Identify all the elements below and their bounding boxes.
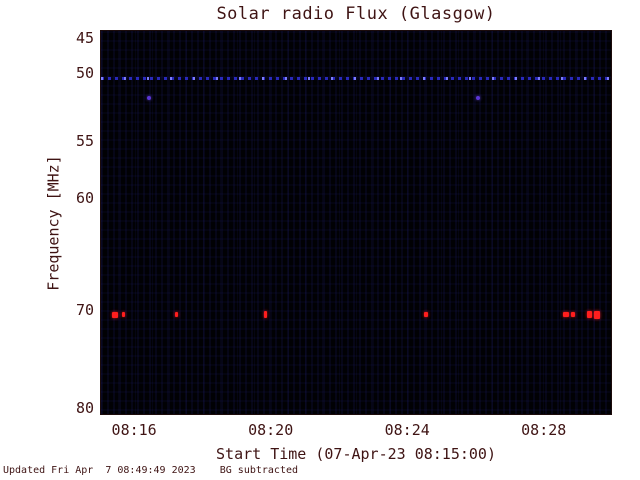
x-tick-label: 08:24 <box>384 421 430 439</box>
y-tick-label: 50 <box>75 64 94 82</box>
x-tick-label: 08:16 <box>111 421 157 439</box>
radio-burst <box>594 310 601 319</box>
x-tick-label: 08:28 <box>521 421 567 439</box>
interference-line <box>101 77 611 81</box>
y-axis-label: Frequency [MHz] <box>45 154 63 291</box>
point-source <box>476 96 481 101</box>
radio-burst <box>423 312 428 318</box>
y-tick-label: 80 <box>75 399 94 417</box>
radio-burst <box>112 311 119 318</box>
point-source <box>146 96 151 101</box>
update-status: Updated Fri Apr 7 08:49:49 2023 BG subtr… <box>3 465 299 476</box>
x-tick-label: 08:20 <box>248 421 294 439</box>
y-tick-label: 70 <box>75 301 94 319</box>
radio-burst <box>264 311 268 319</box>
x-axis-label: Start Time (07-Apr-23 08:15:00) <box>216 445 496 463</box>
y-tick-label: 55 <box>75 132 94 150</box>
y-tick-label: 45 <box>75 29 94 47</box>
y-tick-label: 60 <box>75 189 94 207</box>
chart-title: Solar radio Flux (Glasgow) <box>216 4 496 24</box>
radio-burst <box>586 311 592 319</box>
radio-burst <box>563 312 570 318</box>
radio-burst <box>571 312 576 318</box>
radio-burst <box>121 312 125 318</box>
plot-area <box>100 30 612 415</box>
y-axis-label-container: Frequency [MHz] <box>34 30 74 415</box>
radio-burst <box>174 312 178 318</box>
